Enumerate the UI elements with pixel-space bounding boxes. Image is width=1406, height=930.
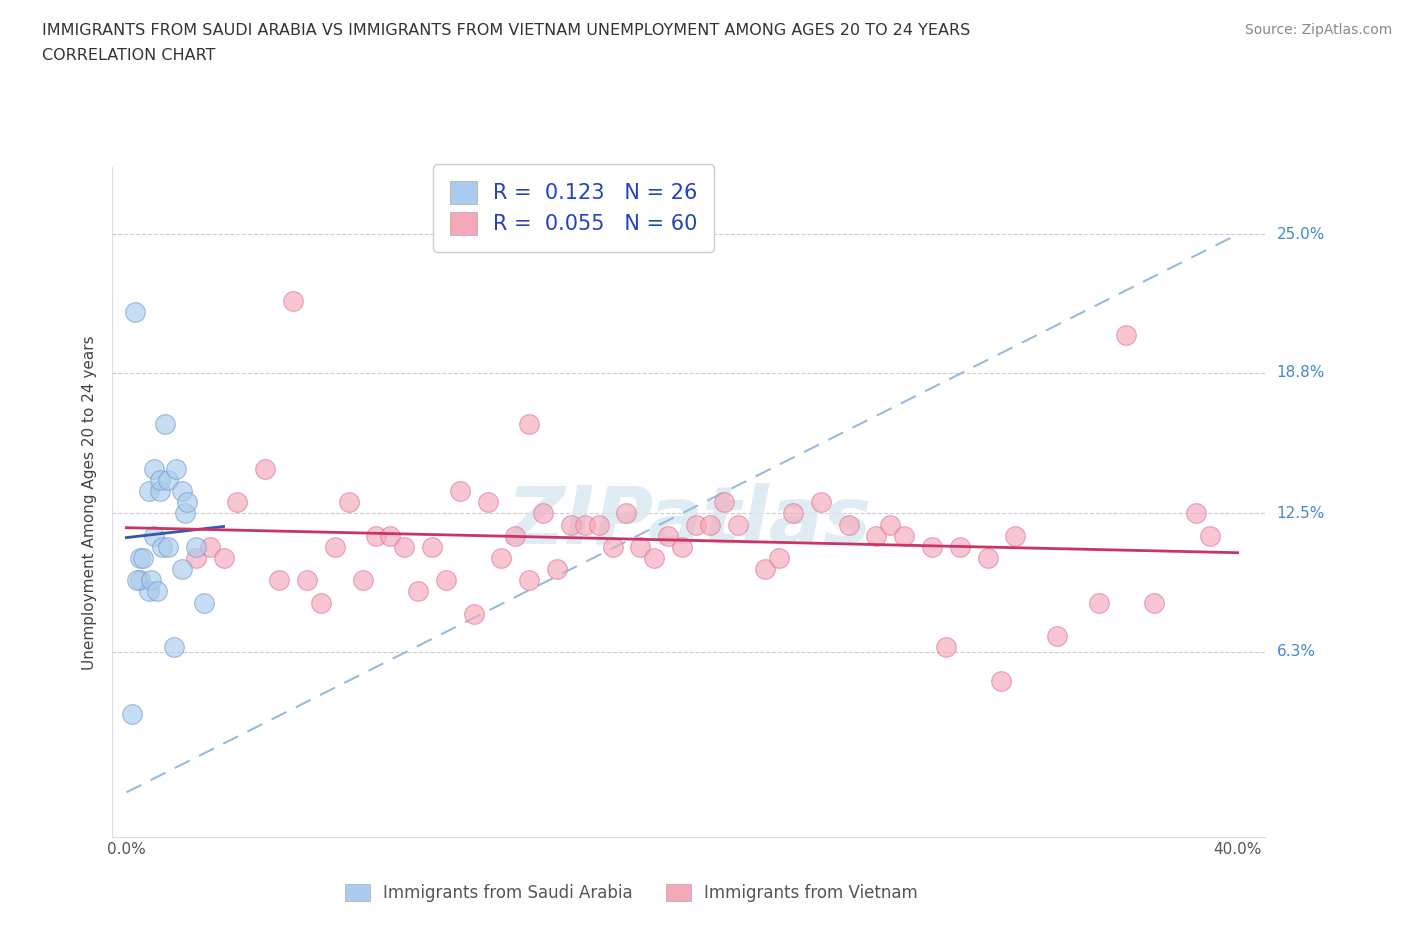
Point bbox=[141, 573, 163, 588]
Point bbox=[173, 506, 195, 521]
Point bbox=[449, 484, 471, 498]
Point bbox=[170, 484, 193, 498]
Point bbox=[628, 539, 651, 554]
Point bbox=[838, 517, 860, 532]
Point bbox=[491, 551, 513, 565]
Point bbox=[352, 573, 374, 588]
Point bbox=[155, 417, 177, 432]
Point bbox=[193, 595, 215, 610]
Point bbox=[392, 539, 415, 554]
Point bbox=[921, 539, 943, 554]
Point bbox=[616, 506, 638, 521]
Point bbox=[893, 528, 915, 543]
Point bbox=[546, 562, 568, 577]
Text: 12.5%: 12.5% bbox=[1277, 506, 1324, 521]
Point bbox=[212, 551, 235, 565]
Point bbox=[602, 539, 624, 554]
Point bbox=[162, 640, 184, 655]
Point bbox=[127, 573, 149, 588]
Point bbox=[184, 551, 207, 565]
Point bbox=[269, 573, 291, 588]
Point bbox=[254, 461, 277, 476]
Point bbox=[879, 517, 901, 532]
Point bbox=[990, 673, 1012, 688]
Point bbox=[121, 707, 143, 722]
Point bbox=[143, 461, 166, 476]
Point bbox=[157, 472, 180, 487]
Point bbox=[531, 506, 554, 521]
Point bbox=[176, 495, 198, 510]
Point bbox=[671, 539, 693, 554]
Text: 6.3%: 6.3% bbox=[1277, 644, 1316, 659]
Point bbox=[295, 573, 318, 588]
Y-axis label: Unemployment Among Ages 20 to 24 years: Unemployment Among Ages 20 to 24 years bbox=[82, 335, 97, 670]
Text: 18.8%: 18.8% bbox=[1277, 365, 1324, 380]
Point bbox=[1143, 595, 1166, 610]
Point bbox=[184, 539, 207, 554]
Point bbox=[477, 495, 499, 510]
Point bbox=[380, 528, 402, 543]
Point bbox=[699, 517, 721, 532]
Text: Source: ZipAtlas.com: Source: ZipAtlas.com bbox=[1244, 23, 1392, 37]
Point bbox=[366, 528, 388, 543]
Point bbox=[768, 551, 790, 565]
Point bbox=[949, 539, 972, 554]
Point bbox=[337, 495, 360, 510]
Point bbox=[129, 573, 152, 588]
Point bbox=[124, 305, 146, 320]
Point bbox=[560, 517, 582, 532]
Point bbox=[865, 528, 887, 543]
Point bbox=[226, 495, 249, 510]
Text: CORRELATION CHART: CORRELATION CHART bbox=[42, 48, 215, 63]
Point bbox=[935, 640, 957, 655]
Point bbox=[281, 294, 304, 309]
Legend: Immigrants from Saudi Arabia, Immigrants from Vietnam: Immigrants from Saudi Arabia, Immigrants… bbox=[337, 878, 925, 909]
Point bbox=[149, 472, 172, 487]
Point bbox=[420, 539, 443, 554]
Point bbox=[323, 539, 346, 554]
Point bbox=[588, 517, 610, 532]
Point bbox=[810, 495, 832, 510]
Point bbox=[505, 528, 527, 543]
Point bbox=[170, 562, 193, 577]
Point bbox=[1087, 595, 1109, 610]
Point bbox=[143, 528, 166, 543]
Point bbox=[1004, 528, 1026, 543]
Point bbox=[463, 606, 485, 621]
Point bbox=[132, 551, 155, 565]
Point bbox=[152, 539, 174, 554]
Point bbox=[165, 461, 187, 476]
Point bbox=[657, 528, 679, 543]
Text: ZIPatlas: ZIPatlas bbox=[506, 484, 872, 562]
Point bbox=[146, 584, 169, 599]
Point bbox=[713, 495, 735, 510]
Point bbox=[138, 584, 160, 599]
Point bbox=[574, 517, 596, 532]
Point bbox=[1185, 506, 1208, 521]
Point bbox=[517, 417, 540, 432]
Text: IMMIGRANTS FROM SAUDI ARABIA VS IMMIGRANTS FROM VIETNAM UNEMPLOYMENT AMONG AGES : IMMIGRANTS FROM SAUDI ARABIA VS IMMIGRAN… bbox=[42, 23, 970, 38]
Point bbox=[309, 595, 332, 610]
Point bbox=[1115, 327, 1137, 342]
Point bbox=[138, 484, 160, 498]
Point bbox=[434, 573, 457, 588]
Point bbox=[643, 551, 665, 565]
Point bbox=[149, 484, 172, 498]
Point bbox=[1198, 528, 1220, 543]
Point bbox=[129, 551, 152, 565]
Point bbox=[198, 539, 221, 554]
Point bbox=[406, 584, 429, 599]
Point bbox=[517, 573, 540, 588]
Point bbox=[727, 517, 749, 532]
Point bbox=[685, 517, 707, 532]
Point bbox=[157, 539, 180, 554]
Point bbox=[1046, 629, 1069, 644]
Text: 25.0%: 25.0% bbox=[1277, 227, 1324, 242]
Point bbox=[754, 562, 776, 577]
Point bbox=[976, 551, 998, 565]
Point bbox=[782, 506, 804, 521]
